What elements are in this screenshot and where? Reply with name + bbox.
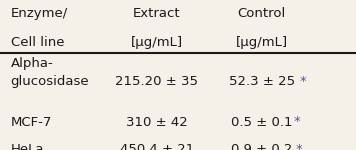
Text: HeLa: HeLa — [11, 143, 44, 150]
Text: Control: Control — [237, 7, 286, 20]
Text: *: * — [294, 116, 300, 129]
Text: [μg/mL]: [μg/mL] — [236, 36, 288, 49]
Text: Cell line: Cell line — [11, 36, 64, 49]
Text: *: * — [296, 143, 302, 150]
Text: 215.20 ± 35: 215.20 ± 35 — [115, 75, 198, 88]
Text: 52.3 ± 25: 52.3 ± 25 — [229, 75, 295, 88]
Text: *: * — [299, 75, 306, 88]
Text: 450.4 ± 21: 450.4 ± 21 — [120, 143, 194, 150]
Text: glucosidase: glucosidase — [11, 75, 89, 88]
Text: Enzyme/: Enzyme/ — [11, 7, 68, 20]
Text: 310 ± 42: 310 ± 42 — [126, 116, 188, 129]
Text: MCF-7: MCF-7 — [11, 116, 52, 129]
Text: 0.9 ± 0.2: 0.9 ± 0.2 — [231, 143, 292, 150]
Text: [μg/mL]: [μg/mL] — [131, 36, 183, 49]
Text: Alpha-: Alpha- — [11, 57, 53, 70]
Text: 0.5 ± 0.1: 0.5 ± 0.1 — [231, 116, 292, 129]
Text: Extract: Extract — [133, 7, 180, 20]
